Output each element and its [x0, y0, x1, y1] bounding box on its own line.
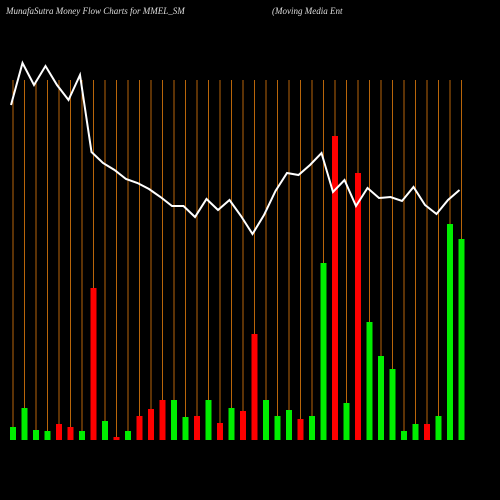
bar — [355, 173, 361, 440]
bar — [148, 409, 154, 440]
bar — [171, 400, 177, 440]
bar — [159, 400, 166, 440]
bar — [309, 416, 315, 440]
bar — [113, 437, 120, 440]
bar — [412, 424, 419, 440]
bar — [286, 410, 292, 440]
bar — [274, 416, 281, 440]
bar — [447, 224, 453, 440]
price-line — [10, 60, 461, 236]
bar — [424, 424, 430, 440]
bar — [389, 369, 396, 440]
chart-subtitle: (Moving Media Ent — [272, 6, 343, 16]
bar — [182, 417, 189, 440]
bar — [102, 421, 108, 440]
bar — [21, 408, 28, 440]
bar — [56, 424, 62, 440]
bar — [366, 322, 373, 440]
bar — [125, 431, 131, 440]
bar — [401, 431, 407, 440]
bar — [217, 423, 223, 440]
bar — [251, 334, 258, 440]
bar — [343, 403, 350, 440]
bar — [332, 136, 338, 440]
bar — [33, 430, 39, 440]
bar — [228, 408, 235, 440]
bar — [263, 400, 269, 440]
bar — [194, 416, 200, 440]
chart-title: MunafaSutra Money Flow Charts for MMEL_S… — [5, 6, 185, 16]
bar — [320, 263, 327, 440]
bar — [297, 419, 304, 440]
bar — [79, 431, 85, 440]
bar — [205, 400, 212, 440]
bar — [10, 427, 16, 440]
bar — [435, 416, 442, 440]
bar — [136, 416, 143, 440]
bar — [458, 239, 465, 440]
bar — [90, 288, 97, 440]
bar — [378, 356, 384, 440]
bar — [240, 411, 246, 440]
bar — [44, 431, 51, 440]
bar — [67, 427, 74, 440]
